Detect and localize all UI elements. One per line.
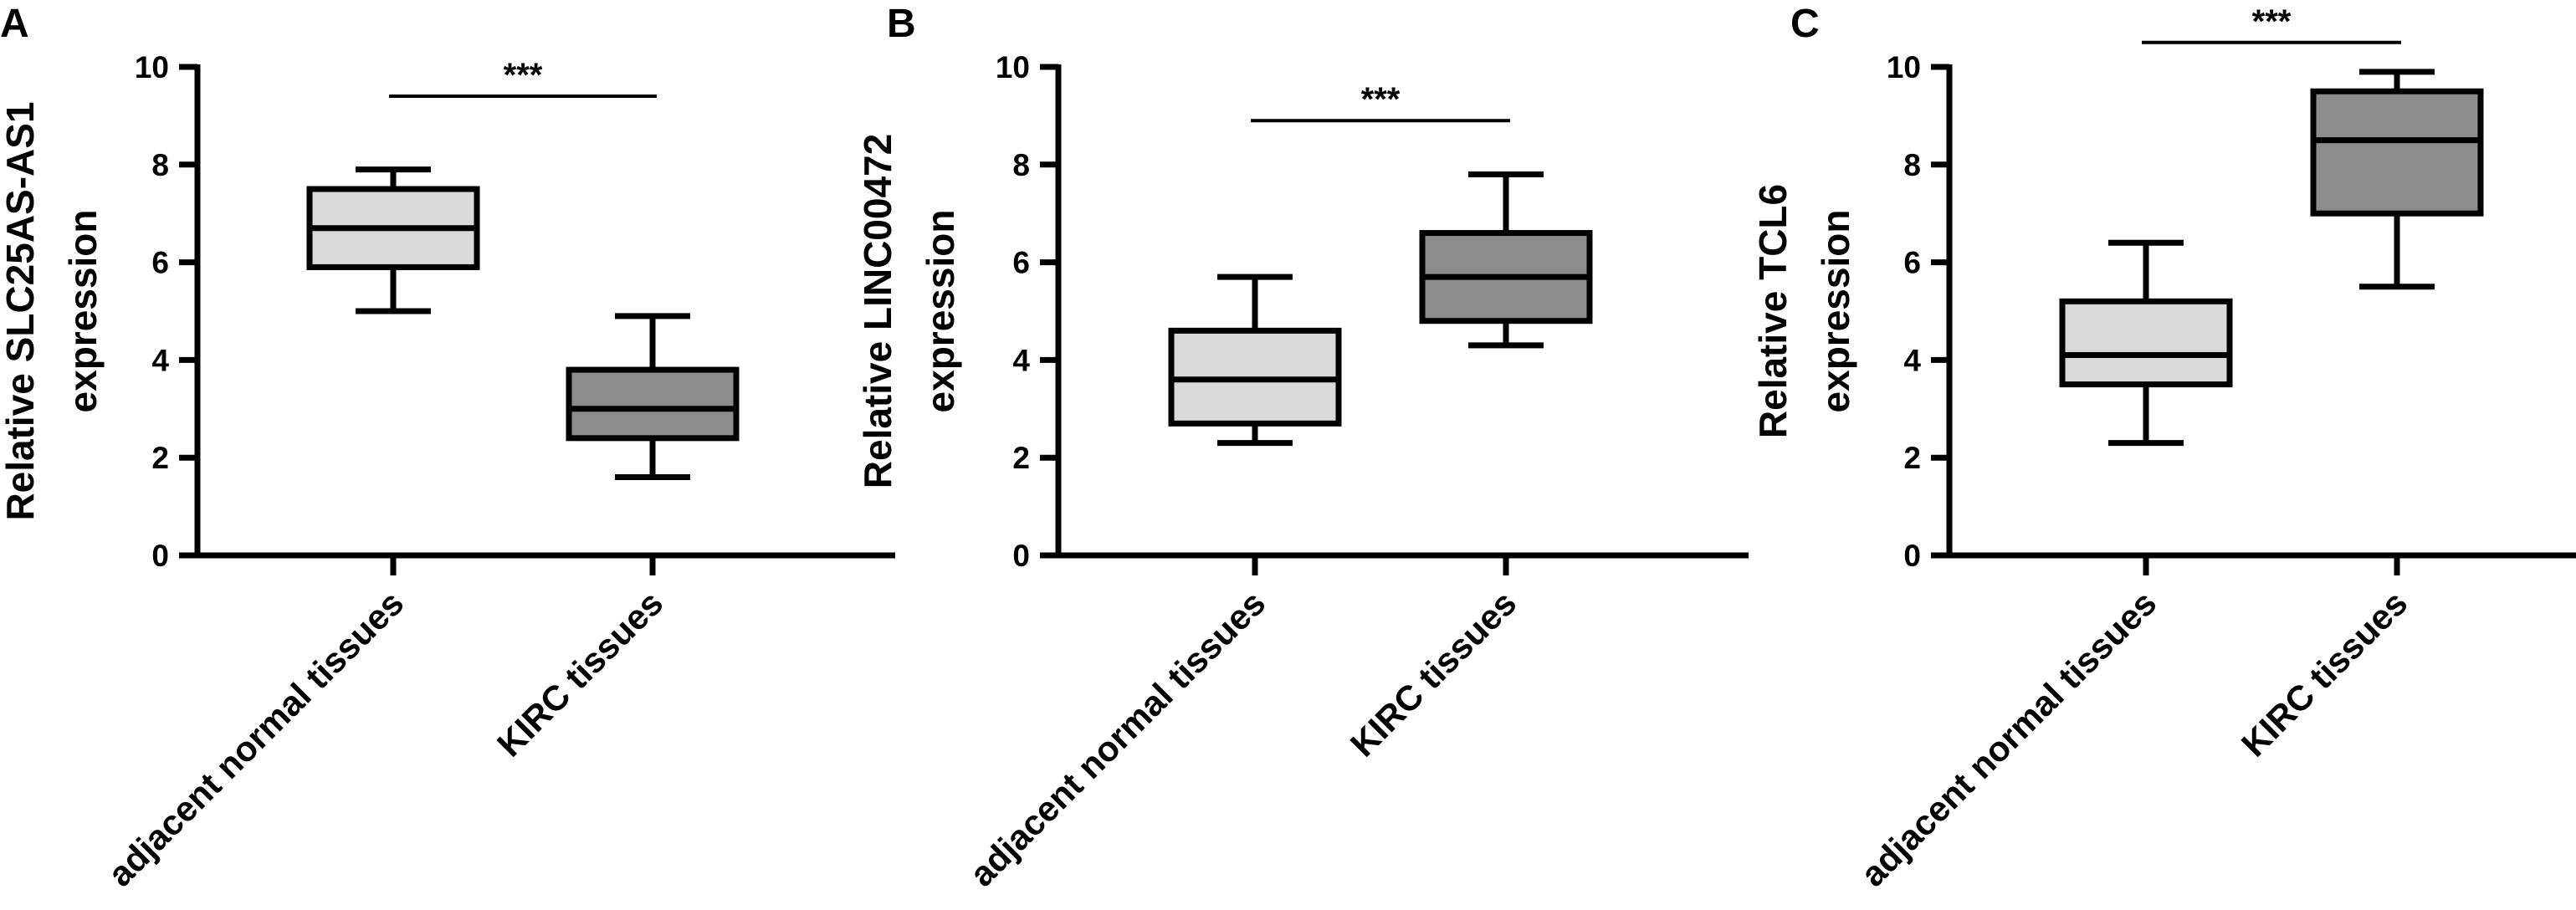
iqr-box	[2310, 88, 2484, 217]
panel-a: A Relative SLC25AS-AS1 expression 0 2 4 6 8 10 ad…	[0, 2, 895, 894]
y-axis-title-line-1: Relative SLC25AS-AS1	[0, 101, 42, 520]
significance-label: ***	[1361, 81, 1401, 118]
y-axis-title-line-1: Relative TCL6	[1751, 184, 1795, 438]
significance-label: ***	[504, 57, 543, 94]
y-tick-label: 0	[1903, 539, 1921, 573]
y-axis-title-line-1: Relative LINC00472	[856, 134, 899, 488]
y-tick-label: 8	[151, 148, 169, 182]
x-category-label: KIRC tissues	[1343, 583, 1524, 764]
y-tick-label: 4	[1012, 343, 1030, 377]
y-tick-label: 2	[1012, 441, 1030, 475]
iqr-box	[566, 366, 740, 442]
box-kirc	[2310, 69, 2484, 290]
y-axis-title-line-2: expression	[61, 210, 105, 413]
panel-b: B Relative LINC00472 expression 0 2 4 6 8 10 adja…	[856, 2, 1749, 894]
y-tick-label: 6	[151, 246, 169, 280]
panel-letter: C	[1790, 2, 1820, 46]
panel-c: C Relative TCL6 expression 0 2 4 6 8 10 adjacent …	[1751, 2, 2576, 894]
panel-letter: A	[0, 2, 29, 46]
y-tick-label: 6	[1012, 246, 1030, 280]
x-category-label: adjacent normal tissues	[1853, 583, 2164, 894]
box-adjacent-normal	[1168, 274, 1342, 447]
y-tick-label: 6	[1903, 246, 1921, 280]
y-tick-label: 4	[1903, 343, 1921, 377]
y-axis-title-line-2: expression	[919, 210, 962, 413]
x-category-label: adjacent normal tissues	[100, 583, 412, 894]
y-tick-label: 10	[996, 50, 1030, 84]
y-tick-label: 2	[1903, 441, 1921, 475]
y-tick-label: 8	[1903, 148, 1921, 182]
x-category-label: adjacent normal tissues	[962, 583, 1273, 894]
y-tick-label: 10	[1887, 50, 1921, 84]
box-kirc	[1419, 171, 1593, 349]
y-tick-label: 0	[151, 539, 169, 573]
box-adjacent-normal	[306, 166, 480, 314]
y-tick-label: 2	[151, 441, 169, 475]
y-tick-label: 10	[135, 50, 169, 84]
box-kirc	[566, 313, 740, 481]
y-tick-label: 0	[1012, 539, 1030, 573]
panel-letter: B	[887, 2, 916, 46]
iqr-box	[2059, 298, 2233, 388]
x-category-label: KIRC tissues	[2234, 583, 2415, 764]
box-adjacent-normal	[2059, 239, 2233, 447]
x-category-label: KIRC tissues	[489, 583, 670, 764]
significance-label: ***	[2252, 3, 2292, 40]
y-tick-label: 4	[151, 343, 169, 377]
y-axis-title-line-2: expression	[1814, 210, 1857, 413]
y-tick-label: 8	[1012, 148, 1030, 182]
